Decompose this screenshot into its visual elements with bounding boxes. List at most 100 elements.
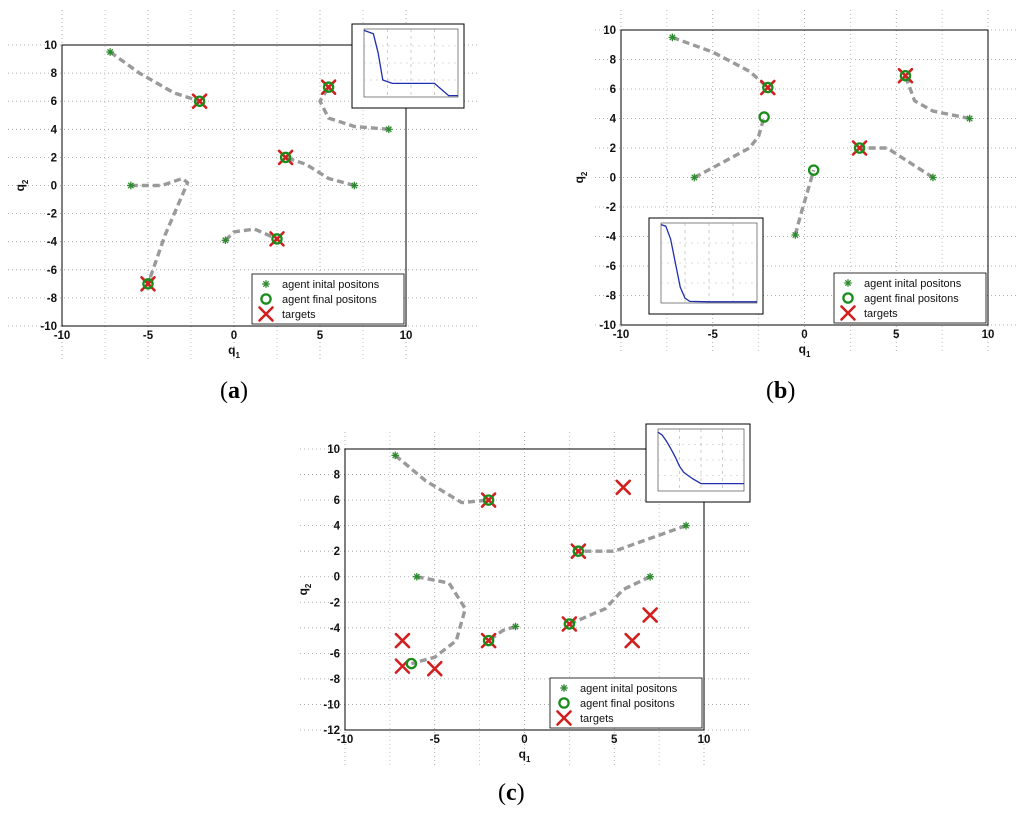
y-tick-label-a-10: 10	[44, 40, 57, 52]
target-point-a-1-stroke-b	[320, 79, 337, 95]
x-tick-label-c-2: 0	[521, 734, 527, 746]
initial-point-b-0	[668, 33, 677, 42]
y-tick-label-c-5: -2	[330, 597, 340, 609]
y-tick-label-c-0: -12	[323, 725, 340, 737]
initial-point-a-0-ray-3	[107, 48, 114, 56]
chart-panel-c: -10 -5 0 5 10-12-10-8-6-4-20246810q1q2agent …	[296, 423, 751, 765]
final-point-c-2	[482, 634, 495, 647]
legend-a: agent inital positons agent final positon…	[251, 273, 405, 325]
initial-point-b-1-ray-3	[691, 174, 698, 181]
y-tick-label-b-9: 8	[610, 55, 617, 67]
y-axis-label-c: q2	[296, 583, 313, 595]
y-tick-label-a-0: -10	[40, 321, 57, 333]
y-tick-label-b-10: 10	[603, 25, 616, 37]
target-point-c-4	[642, 607, 658, 623]
initial-point-c-2-ray-3	[512, 623, 519, 630]
y-tick-label-b-6: 2	[610, 143, 616, 155]
y-tick-label-c-7: 2	[334, 546, 340, 558]
initial-point-b-4-ray-3	[966, 115, 973, 122]
initial-point-c-0	[391, 451, 400, 460]
target-point-c-4-stroke-b	[642, 607, 658, 623]
y-tick-label-a-5: 0	[51, 181, 57, 193]
legend-marker-a-2-stroke-b	[258, 306, 274, 322]
legend-box-b	[833, 272, 987, 324]
final-point-a-1	[322, 81, 335, 93]
target-point-c-9	[426, 660, 443, 677]
final-point-c-1	[572, 545, 585, 557]
target-point-c-7-stroke-b	[394, 632, 411, 649]
target-point-a-0	[191, 93, 208, 109]
y-tick-label-a-2: -6	[47, 265, 57, 277]
y-tick-label-a-3: -4	[47, 237, 58, 249]
y-tick-label-b-7: 4	[610, 114, 617, 126]
target-point-a-1	[320, 79, 337, 95]
target-point-a-3	[269, 231, 285, 247]
legend-b: agent inital positons agent final positon…	[833, 272, 987, 324]
y-tick-label-c-4: -4	[330, 623, 341, 635]
legend-marker-a-1	[260, 293, 272, 305]
legend-marker-c-0	[560, 684, 568, 692]
x-tick-label-a-1: -5	[143, 330, 154, 342]
x-tick-label-a-2: 0	[231, 330, 237, 342]
x-tick-label-c-4: 10	[698, 734, 711, 746]
legend-label-c-1: agent final positons	[580, 698, 675, 710]
initial-point-a-0	[106, 48, 114, 56]
target-point-a-4-stroke-b	[140, 276, 156, 292]
target-point-c-3-stroke-b	[561, 616, 578, 632]
legend-label-b-0: agent inital positons	[864, 278, 962, 290]
legend-marker-b-2	[840, 305, 856, 321]
x-axis-label-a: q1	[228, 343, 240, 360]
target-point-b-1	[897, 67, 914, 84]
legend-marker-c-0-ray-3	[560, 684, 568, 692]
initial-point-c-1-ray-3	[413, 573, 420, 580]
y-tick-label-a-7: 4	[51, 124, 58, 136]
target-point-c-0	[480, 492, 497, 508]
x-tick-label-c-1: -5	[430, 734, 441, 746]
final-point-b-2	[807, 164, 820, 176]
initial-point-a-1-ray-3	[127, 182, 134, 189]
trajectory-a-0	[109, 50, 201, 103]
trajectory-c-0	[394, 454, 489, 505]
final-point-b-0	[762, 81, 774, 94]
inset-curve-b	[660, 223, 757, 303]
initial-point-c-4	[682, 521, 690, 530]
y-axis-label-b: q2	[572, 171, 589, 183]
target-point-b-0	[759, 79, 776, 96]
legend-label-b-1: agent final positons	[864, 293, 959, 305]
final-point-b-1	[758, 111, 770, 123]
initial-point-c-3	[646, 572, 654, 581]
legend-marker-b-1	[842, 292, 854, 304]
final-point-a-4	[142, 278, 154, 290]
plot-frame-c	[344, 448, 705, 731]
trajectory-a-2	[285, 155, 355, 188]
inset-plot-c	[645, 423, 751, 503]
target-point-a-4	[140, 276, 156, 292]
target-point-a-2-stroke-b	[277, 149, 294, 166]
target-point-b-2-stroke-b	[851, 140, 868, 156]
legend-label-c-2: targets	[580, 713, 614, 725]
legend-marker-c-2	[556, 710, 572, 726]
inset-frame-c	[645, 423, 751, 503]
legend-box-a	[251, 273, 405, 325]
y-tick-label-b-3: -4	[606, 232, 617, 244]
target-point-a-2	[277, 149, 294, 166]
trajectory-a-3	[224, 227, 278, 242]
initial-point-b-4	[965, 114, 974, 123]
y-tick-label-c-11: 10	[327, 444, 340, 456]
trajectory-b-4	[903, 75, 970, 121]
legend-box-c	[549, 677, 703, 729]
y-tick-label-b-5: 0	[610, 173, 616, 185]
legend-marker-c-1	[558, 697, 570, 709]
trajectory-a-4	[130, 176, 190, 285]
x-axis-label-c: q1	[519, 747, 531, 764]
target-point-c-1-stroke-b	[615, 479, 632, 496]
initial-point-c-0-ray-3	[392, 452, 399, 459]
chart-panel-a: -10 -5 0 5 10 -10 -8 -6 -4 -2 0 2 4 6 8 10 q1 q2 agent ini…	[8, 10, 480, 360]
legend-label-a-1: agent final positons	[282, 294, 377, 306]
y-tick-label-b-0: -10	[599, 320, 616, 332]
y-tick-label-a-8: 6	[51, 96, 57, 108]
target-point-c-6	[624, 632, 641, 649]
legend-marker-c-2-stroke-b	[556, 710, 572, 726]
y-tick-label-a-1: -8	[47, 293, 58, 305]
